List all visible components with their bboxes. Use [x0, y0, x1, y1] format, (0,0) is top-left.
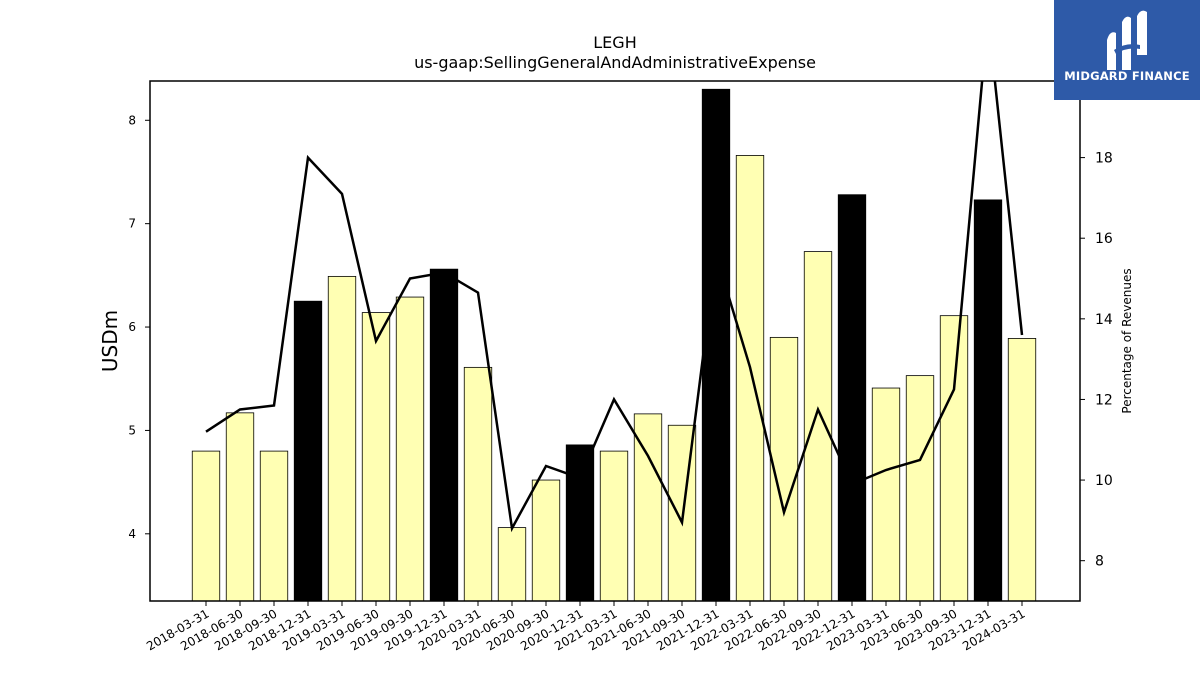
y-tick-label: 5	[128, 423, 136, 437]
y2-tick-label: 12	[1095, 392, 1113, 408]
bar-2020-09-30	[531, 479, 561, 602]
y2-tick-label: 14	[1095, 312, 1113, 328]
bar-series	[191, 88, 1037, 602]
percentage-line	[205, 81, 1024, 533]
chart-subtitle: us-gaap:SellingGeneralAndAdministrativeE…	[414, 53, 816, 72]
bar-2021-12-31	[701, 88, 731, 602]
bar-2022-12-31	[837, 194, 867, 602]
bar-2023-06-30	[905, 375, 935, 602]
bar-2021-06-30	[633, 413, 663, 602]
bar-2019-03-31	[327, 275, 357, 602]
midgard-finance-logo: MIDGARD FINANCE	[1054, 0, 1200, 100]
y-axis-label: USDm	[98, 310, 122, 372]
left-axis: 4 5 6 7 8	[128, 113, 150, 541]
line-series	[205, 81, 1024, 533]
bar-2020-03-31	[463, 366, 493, 602]
bar-2019-12-31	[429, 268, 459, 602]
y2-axis-label: Percentage of Revenues	[1120, 268, 1134, 413]
bar-2023-03-31	[871, 387, 901, 602]
bar-2018-09-30	[259, 450, 289, 602]
bar-2018-03-31	[191, 450, 221, 602]
bar-2019-06-30	[361, 312, 391, 602]
logo-mark-icon	[1107, 10, 1147, 70]
y2-tick-label: 16	[1095, 231, 1113, 247]
bar-2020-06-30	[497, 527, 527, 602]
bar-2022-03-31	[735, 155, 765, 602]
bar-2022-09-30	[803, 251, 833, 602]
bar-2020-12-31	[565, 444, 595, 602]
bar-2024-03-31	[1007, 338, 1037, 602]
y-tick-label: 6	[128, 320, 136, 334]
y-tick-label: 8	[128, 113, 136, 127]
bar-2023-09-30	[939, 315, 969, 602]
bar-2018-06-30	[225, 412, 255, 602]
bar-2023-12-31	[973, 199, 1003, 602]
y2-tick-label: 10	[1095, 473, 1113, 489]
plot-frame	[149, 80, 1081, 602]
bar-2021-03-31	[599, 450, 629, 602]
x-axis: 2018-03-312018-06-302018-09-302018-12-31…	[144, 601, 1028, 653]
y2-tick-label: 8	[1095, 554, 1104, 570]
right-axis: 8 10 12 14 16 18	[1080, 151, 1113, 570]
y-tick-label: 4	[128, 527, 136, 541]
chart-title: LEGH	[593, 33, 636, 52]
y2-tick-label: 18	[1095, 151, 1113, 167]
bar-2018-12-31	[293, 300, 323, 602]
logo-text: MIDGARD FINANCE	[1064, 69, 1190, 83]
y-tick-label: 7	[128, 217, 136, 231]
bar-2019-09-30	[395, 296, 425, 602]
